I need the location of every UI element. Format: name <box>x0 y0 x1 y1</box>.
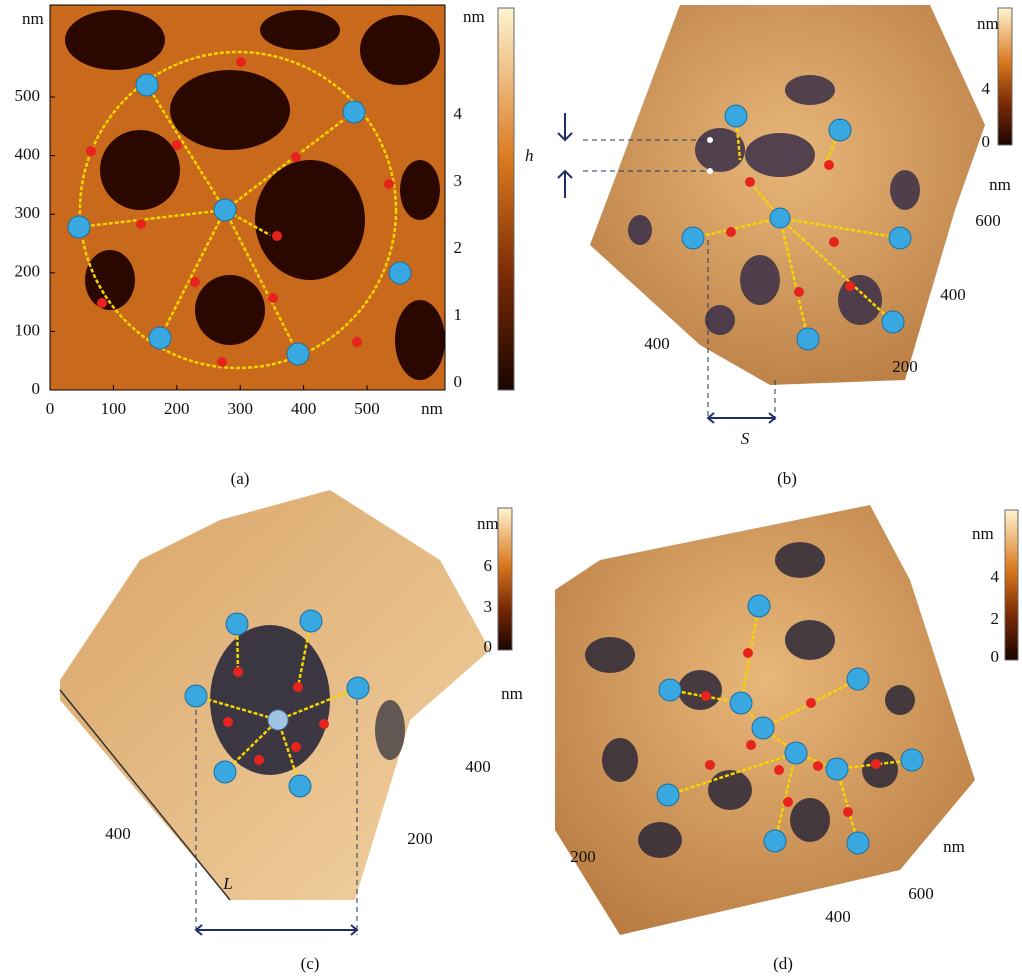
x-tick-label: 100 <box>101 399 127 418</box>
afm-surface <box>590 5 985 385</box>
axis-tick: 400 <box>465 757 491 776</box>
colorbar-tick: 0 <box>484 637 493 656</box>
colorbar-tick: 4 <box>982 79 991 98</box>
colorbar-unit: nm <box>463 7 485 26</box>
axis-unit: nm <box>943 837 965 856</box>
x-unit: nm <box>421 399 443 418</box>
colorbar-tick: 0 <box>982 132 991 151</box>
y-tick-label: 0 <box>32 379 41 398</box>
y-tick-label: 200 <box>15 262 41 281</box>
colorbar-unit: nm <box>977 14 999 33</box>
figure: 0100200300400500010020030040050001234 nm… <box>0 0 1022 977</box>
x-tick-label: 400 <box>291 399 317 418</box>
caption: (b) <box>777 469 797 488</box>
colorbar-tick: 2 <box>991 609 1000 628</box>
axis-tick: 400 <box>105 824 131 843</box>
afm-pit <box>210 625 330 775</box>
colorbar-tick: 6 <box>484 556 493 575</box>
x-tick-label: 500 <box>354 399 380 418</box>
caption: (c) <box>301 954 320 973</box>
colorbar-tick: 4 <box>991 567 1000 586</box>
axis-tick: 400 <box>940 285 966 304</box>
axis-tick: 400 <box>644 334 670 353</box>
colorbar-tick: 3 <box>484 597 493 616</box>
panel-b: h S nm 0 4 nm 600 400 200 400 (b) <box>525 5 1012 488</box>
x-tick-label: 200 <box>164 399 190 418</box>
x-tick-label: 300 <box>227 399 253 418</box>
colorbar-tick: 4 <box>454 104 463 123</box>
colorbar-tick: 0 <box>991 647 1000 666</box>
axis-tick: 200 <box>570 847 596 866</box>
colorbar <box>998 8 1012 145</box>
caption: (d) <box>773 954 793 973</box>
colorbar <box>498 8 514 390</box>
axis-tick: 600 <box>975 211 1001 230</box>
colorbar-tick: 0 <box>454 372 463 391</box>
y-tick-label: 400 <box>15 145 41 164</box>
colorbar <box>1005 510 1018 660</box>
colorbar-tick: 2 <box>454 238 463 257</box>
colorbar <box>498 508 512 650</box>
colorbar-tick: 1 <box>454 305 463 324</box>
panel-a: 0 100 200 300 400 500 0 100 200 300 400 500 0 1 2 3 4 nm… <box>15 5 515 488</box>
axis-unit: nm <box>989 175 1011 194</box>
y-tick-label: 500 <box>15 86 41 105</box>
colorbar-tick: 3 <box>454 171 463 190</box>
spacing-label: S <box>741 429 750 448</box>
y-unit: nm <box>22 9 44 28</box>
axis-tick: 600 <box>908 884 934 903</box>
axis-tick: 400 <box>825 907 851 926</box>
panel-d: nm 0 2 4 nm 600 400 200 (d) <box>555 505 1018 973</box>
colorbar-unit: nm <box>972 524 994 543</box>
axis-unit: nm <box>501 684 523 703</box>
length-label: L <box>222 874 232 893</box>
height-label: h <box>525 146 534 165</box>
axis-tick: 200 <box>892 357 918 376</box>
y-tick-label: 300 <box>15 203 41 222</box>
colorbar-unit: nm <box>477 514 499 533</box>
caption: (a) <box>231 469 250 488</box>
y-tick-label: 100 <box>15 320 41 339</box>
panel-c: L nm 0 3 6 nm 400 200 400 (c) <box>60 490 523 973</box>
axis-tick: 200 <box>407 829 433 848</box>
x-tick-label: 0 <box>46 399 55 418</box>
